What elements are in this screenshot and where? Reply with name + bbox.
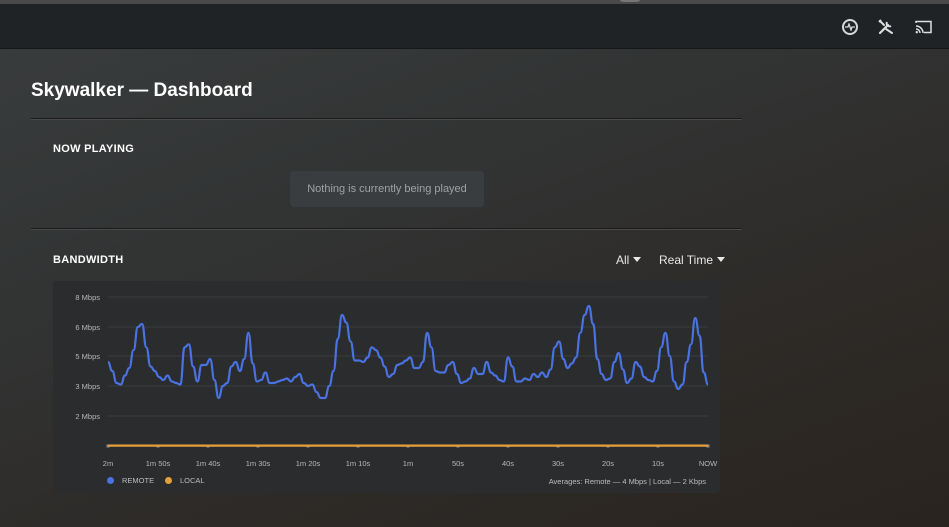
x-tick-label: 1m 50s xyxy=(146,459,171,468)
y-tick-label: 3 Mbps xyxy=(75,382,100,391)
now-playing-heading: NOW PLAYING xyxy=(53,143,135,155)
bandwidth-filter-dropdown[interactable]: All xyxy=(616,253,642,267)
tools-icon[interactable] xyxy=(875,16,897,38)
y-tick-label: 6 Mbps xyxy=(75,323,100,332)
cast-icon[interactable] xyxy=(912,16,934,38)
y-tick-label: 2 Mbps xyxy=(75,412,100,421)
timespan-dropdown[interactable]: Real Time xyxy=(659,253,726,267)
top-bar xyxy=(0,4,949,49)
bandwidth-averages: Averages: Remote — 4 Mbps | Local — 2 Kb… xyxy=(548,477,706,486)
remote-dot-icon xyxy=(107,477,114,484)
x-tick-label: 1m xyxy=(403,459,413,468)
y-tick-label: 5 Mbps xyxy=(75,352,100,361)
x-tick-label: 1m 20s xyxy=(296,459,321,468)
caret-down-icon xyxy=(633,257,642,262)
timespan-label: Real Time xyxy=(659,253,714,267)
y-tick-label: 8 Mbps xyxy=(75,293,100,302)
divider xyxy=(31,118,742,120)
window-top-strip xyxy=(0,0,949,4)
bandwidth-heading: BANDWIDTH xyxy=(53,254,124,266)
x-tick-label: 40s xyxy=(502,459,514,468)
x-tick-label: NOW xyxy=(699,459,718,468)
window-handle xyxy=(618,0,642,2)
chart-legend: REMOTE LOCAL Averages: Remote — 4 Mbps |… xyxy=(53,476,720,490)
bandwidth-chart-panel: 8 Mbps 6 Mbps 5 Mbps 3 Mbps 2 Mbps 2m 1m 50s 1m… xyxy=(53,281,720,493)
x-tick-label: 20s xyxy=(602,459,614,468)
page-title: Skywalker — Dashboard xyxy=(31,80,253,101)
legend-label-local: LOCAL xyxy=(180,476,205,485)
x-tick-label: 1m 30s xyxy=(246,459,271,468)
activity-icon[interactable] xyxy=(839,16,861,38)
legend-item-remote[interactable]: REMOTE xyxy=(107,476,154,485)
x-tick-label: 1m 10s xyxy=(346,459,371,468)
local-dot-icon xyxy=(165,477,172,484)
bandwidth-filter-label: All xyxy=(616,253,630,267)
caret-down-icon xyxy=(717,257,726,262)
x-tick-label: 1m 40s xyxy=(196,459,221,468)
x-tick-label: 30s xyxy=(552,459,564,468)
x-tick-label: 50s xyxy=(452,459,464,468)
series-line-remote xyxy=(107,304,709,400)
x-tick-label: 2m xyxy=(103,459,113,468)
legend-item-local[interactable]: LOCAL xyxy=(165,476,205,485)
now-playing-empty-message: Nothing is currently being played xyxy=(290,171,484,207)
divider xyxy=(31,228,742,230)
x-tick-label: 10s xyxy=(652,459,664,468)
bandwidth-chart: 8 Mbps 6 Mbps 5 Mbps 3 Mbps 2 Mbps 2m 1m 50s 1m… xyxy=(75,293,718,468)
legend-label-remote: REMOTE xyxy=(122,476,155,485)
